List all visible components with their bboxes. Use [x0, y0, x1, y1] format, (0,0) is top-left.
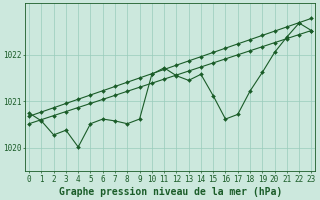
X-axis label: Graphe pression niveau de la mer (hPa): Graphe pression niveau de la mer (hPa) — [59, 186, 282, 197]
